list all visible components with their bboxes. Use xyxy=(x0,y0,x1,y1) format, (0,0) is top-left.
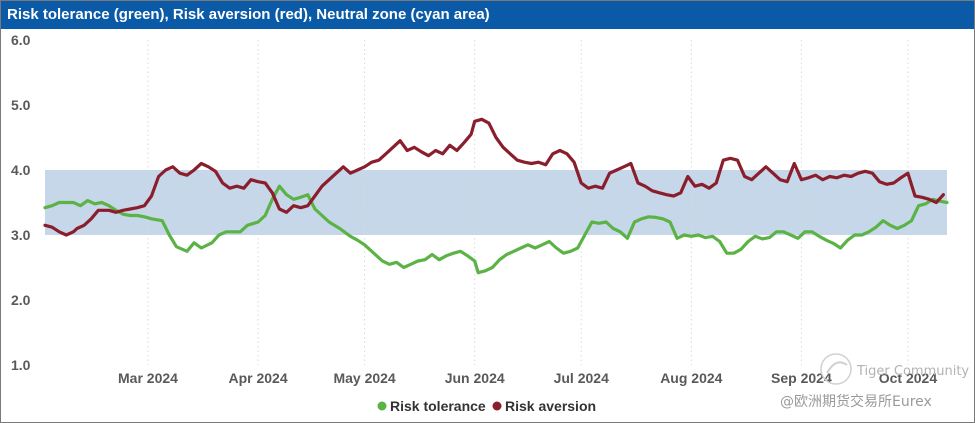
y-tick-label: 5.0 xyxy=(11,97,31,113)
tiger-logo-icon xyxy=(820,353,852,385)
x-tick-label: Mar 2024 xyxy=(118,370,178,386)
x-tick-label: Sep 2024 xyxy=(771,370,832,386)
x-tick-label: May 2024 xyxy=(333,370,395,386)
legend-label-risk-aversion: Risk aversion xyxy=(505,398,596,414)
x-tick-label: Apr 2024 xyxy=(228,370,287,386)
tiger-logo-stripe xyxy=(826,361,848,374)
watermark-handle: @欧洲期货交易所Eurex xyxy=(780,393,932,410)
series-line-risk-aversion xyxy=(43,117,945,237)
x-tick-label: Aug 2024 xyxy=(660,370,722,386)
watermark-community: Tiger Community xyxy=(856,364,969,379)
x-tick-label: Jul 2024 xyxy=(554,370,609,386)
legend-swatch-risk-tolerance xyxy=(377,401,387,411)
legend-label-risk-tolerance: Risk tolerance xyxy=(390,398,486,414)
chart-title: Risk tolerance (green), Risk aversion (r… xyxy=(1,1,974,29)
neutral-zone-band xyxy=(45,170,947,235)
legend-swatch-risk-aversion xyxy=(492,401,502,411)
y-tick-label: 1.0 xyxy=(11,357,31,373)
y-tick-label: 3.0 xyxy=(11,227,31,243)
x-tick-label: Jun 2024 xyxy=(445,370,505,386)
y-tick-label: 6.0 xyxy=(11,32,31,48)
y-tick-label: 2.0 xyxy=(11,292,31,308)
watermark: Tiger Community @欧洲期货交易所Eurex xyxy=(780,353,969,410)
y-tick-label: 4.0 xyxy=(11,162,31,178)
series-line-risk-tolerance xyxy=(43,184,949,275)
x-tick-label: Oct 2024 xyxy=(879,370,938,386)
